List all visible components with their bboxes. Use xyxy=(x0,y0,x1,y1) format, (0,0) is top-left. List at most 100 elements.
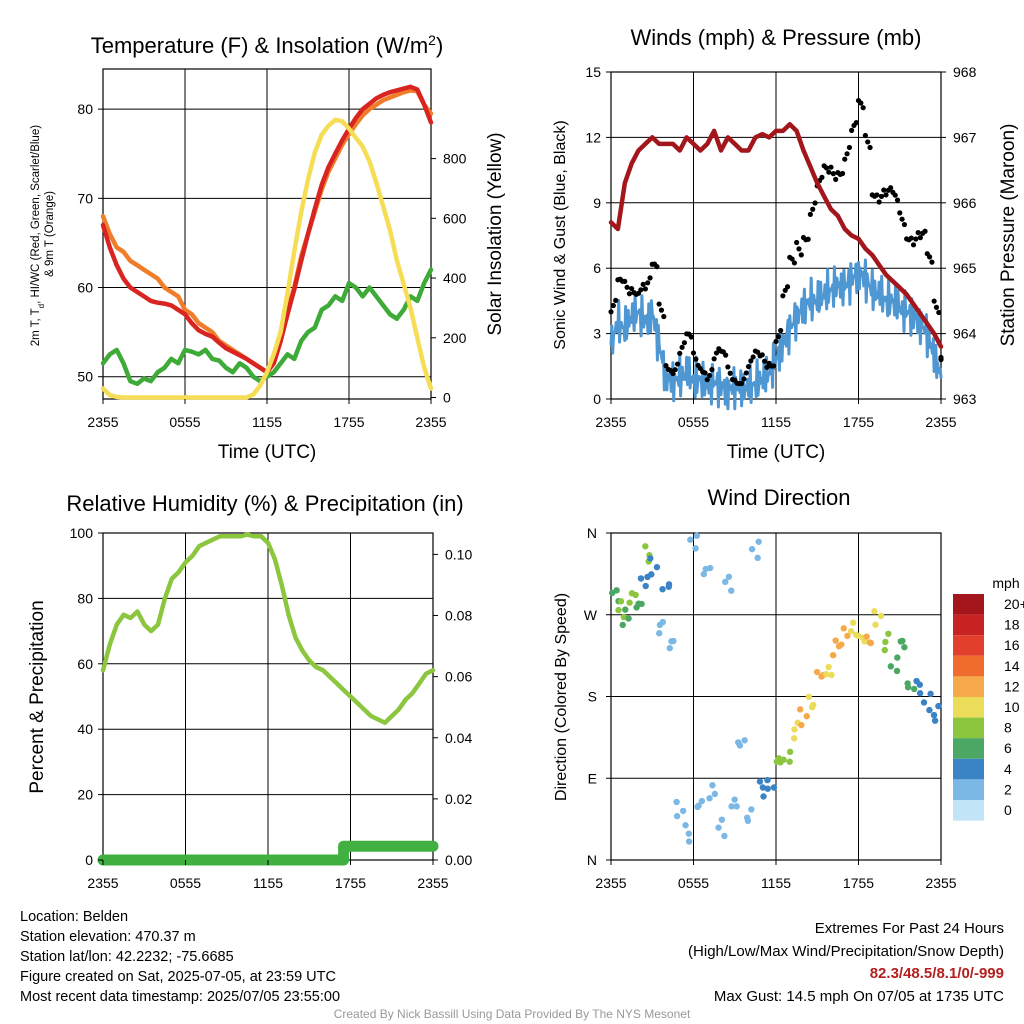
gust-point xyxy=(761,358,768,364)
humidity-title: Relative Humidity (%) & Precipitation (i… xyxy=(66,491,463,516)
legend-title: mph xyxy=(992,575,1019,591)
figure-created: Figure created on Sat, 2025-07-05, at 23… xyxy=(20,969,336,985)
gust-point xyxy=(748,358,754,364)
direction-point xyxy=(901,644,908,651)
legend-swatch xyxy=(953,614,984,636)
direction-point xyxy=(791,726,798,733)
legend-label: 10 xyxy=(1004,699,1020,715)
direction-point xyxy=(866,639,874,646)
direction-point xyxy=(722,578,729,586)
direction-point xyxy=(805,693,813,701)
legend-label: 4 xyxy=(1004,761,1012,777)
gust-point xyxy=(711,356,717,362)
gust-point xyxy=(638,287,644,293)
temperature-y-label: 2m T, Td, HI/WC (Red, Green, Scarlet/Blu… xyxy=(30,122,56,347)
direction-point xyxy=(829,651,837,659)
direction-point xyxy=(679,807,687,815)
legend-label: 18 xyxy=(1004,617,1020,633)
gust-point xyxy=(828,164,834,170)
recent-timestamp: Most recent data timestamp: 2025/07/05 2… xyxy=(20,989,341,1005)
gust-point xyxy=(938,354,944,361)
gust-point xyxy=(647,275,653,281)
legend-label: 12 xyxy=(1004,678,1020,694)
gust-point xyxy=(917,235,923,241)
direction-point xyxy=(810,701,817,709)
direction-point xyxy=(881,646,888,654)
temperature-y2-label: Solar Insolation (Yellow) xyxy=(485,132,506,335)
gust-point xyxy=(610,302,616,309)
legend-label: 0 xyxy=(1004,802,1012,818)
gust-point xyxy=(888,185,894,191)
direction-point xyxy=(773,758,781,765)
x-tick-label: 2355 xyxy=(417,875,448,891)
gust-point xyxy=(613,297,619,303)
temperature-series xyxy=(100,84,434,400)
gust-point xyxy=(778,327,784,334)
y2-tick-label: 0.06 xyxy=(445,669,472,685)
direction-point xyxy=(764,785,771,792)
x-tick-label: 0555 xyxy=(170,875,201,891)
gust-point xyxy=(931,298,937,304)
direction-panel: 2355 0555 1155 1755 2355 N E S W N Wind Direction… xyxy=(553,485,1024,891)
legend-swatch xyxy=(953,697,984,718)
y-tick-label: 9 xyxy=(593,195,601,211)
direction-point xyxy=(656,621,664,629)
gust-point xyxy=(839,170,846,177)
y2-tick-label: 600 xyxy=(443,210,467,226)
direction-point xyxy=(916,690,924,697)
x-tick-label: 2355 xyxy=(925,414,956,430)
direction-point xyxy=(796,706,804,713)
gust-point xyxy=(709,367,715,373)
direction-point xyxy=(786,748,794,756)
direction-title: Wind Direction xyxy=(707,485,850,510)
direction-point xyxy=(685,838,693,845)
direction-point xyxy=(731,796,738,803)
direction-point xyxy=(625,615,632,622)
direction-point xyxy=(744,817,752,825)
humidity-panel: 2355 0555 1155 1755 2355 0 20 40 60 80 100 0.00 0.02… xyxy=(27,491,472,891)
gust-point xyxy=(672,367,678,373)
x-tick-label: 2355 xyxy=(925,875,956,891)
direction-point xyxy=(706,795,713,802)
direction-point xyxy=(838,641,845,648)
gust-point xyxy=(642,286,648,292)
direction-axes: 2355 0555 1155 1755 2355 N E S W N xyxy=(584,525,957,891)
humidity-gridlines xyxy=(103,533,433,860)
direction-point xyxy=(759,784,767,791)
gust-point xyxy=(823,165,830,171)
direction-point xyxy=(930,711,938,719)
gust-point xyxy=(661,313,667,320)
y-tick-label: 100 xyxy=(70,525,94,541)
direction-point xyxy=(665,581,673,588)
gust-point xyxy=(798,252,804,258)
direction-point xyxy=(780,756,787,763)
x-tick-label: 0555 xyxy=(678,875,709,891)
gust-point xyxy=(826,169,832,175)
gust-point xyxy=(780,293,786,299)
y-tick-label: 60 xyxy=(77,280,93,296)
gust-point xyxy=(860,105,866,111)
gust-point xyxy=(915,230,921,236)
direction-point xyxy=(931,717,939,724)
wind-title: Winds (mph) & Pressure (mb) xyxy=(631,25,922,50)
temperature-gridlines xyxy=(103,69,431,399)
gust-point xyxy=(812,200,818,206)
y2-tick-label: 0.00 xyxy=(445,852,472,868)
x-tick-label: 1755 xyxy=(335,875,366,891)
extremes-info: Extremes For Past 24 Hours (High/Low/Max… xyxy=(688,918,1004,1008)
direction-point xyxy=(693,532,701,539)
direction-point xyxy=(872,621,879,628)
gust-point xyxy=(773,338,779,345)
gust-point xyxy=(842,156,848,162)
temperature-x-label: Time (UTC) xyxy=(218,442,317,463)
direction-point xyxy=(885,630,892,637)
direction-point xyxy=(871,608,878,615)
max-gust: Max Gust: 14.5 mph On 07/05 at 1735 UTC xyxy=(713,987,1004,1005)
direction-point xyxy=(882,638,889,646)
legend-label: 2 xyxy=(1004,781,1012,797)
direction-point xyxy=(647,555,654,562)
direction-point xyxy=(849,619,857,626)
direction-point xyxy=(615,606,622,614)
gust-point xyxy=(876,199,882,205)
direction-point xyxy=(764,776,771,784)
